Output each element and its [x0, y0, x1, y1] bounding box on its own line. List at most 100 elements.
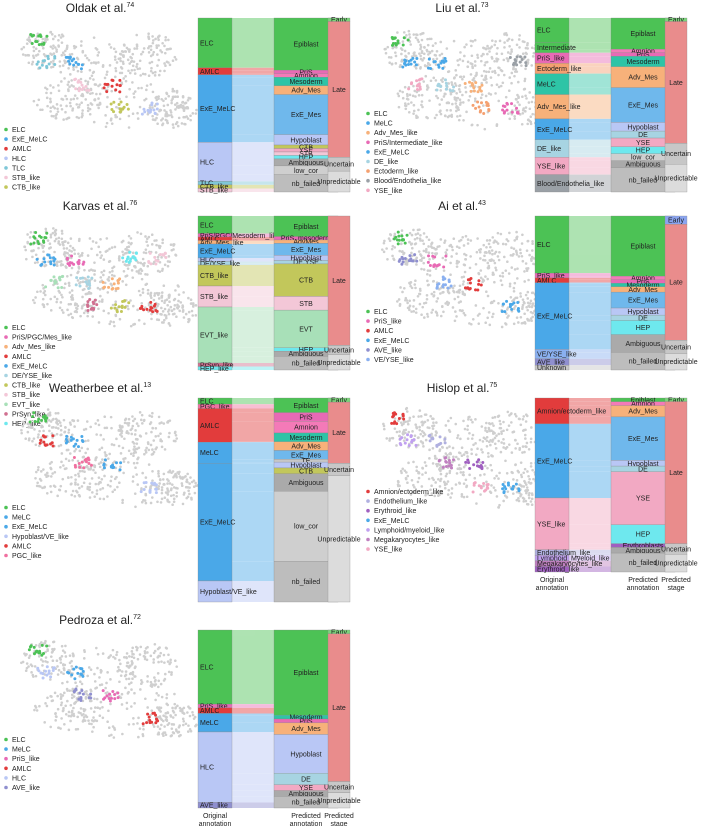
umap-point [136, 657, 140, 661]
umap-point [445, 108, 449, 112]
umap-point [396, 479, 400, 483]
umap-point [114, 50, 118, 54]
legend-label: ELC [12, 127, 26, 134]
umap-highlight-point [400, 262, 404, 266]
umap-point [495, 434, 498, 437]
umap-point [168, 470, 171, 474]
umap-point [425, 293, 429, 297]
umap-point [430, 311, 433, 314]
umap-point [494, 71, 497, 75]
umap-point [153, 104, 157, 108]
umap-point [77, 252, 80, 256]
umap-point [523, 467, 527, 471]
umap-point [150, 60, 154, 64]
umap-point [83, 690, 87, 694]
umap-point [170, 673, 173, 676]
umap-point [75, 103, 79, 106]
umap-point [516, 100, 520, 104]
umap-point [422, 316, 426, 319]
umap-point [476, 56, 480, 59]
umap-point [89, 304, 92, 308]
umap-point [513, 281, 517, 285]
umap-point [452, 290, 456, 294]
umap-point [460, 275, 464, 279]
umap-point [70, 482, 73, 485]
flow-orig-to-pred [232, 263, 274, 265]
umap-point [174, 253, 177, 257]
umap-point [414, 66, 418, 70]
umap-point [81, 469, 84, 473]
umap-point [38, 642, 42, 646]
umap-point [405, 471, 408, 474]
umap-point [100, 254, 104, 257]
umap-point [514, 304, 517, 308]
umap-point [100, 300, 104, 303]
umap-point [94, 706, 97, 709]
umap-point [132, 95, 136, 99]
umap-point [383, 239, 386, 243]
umap-highlight-point [463, 286, 467, 290]
umap-point [483, 464, 487, 468]
umap-point [410, 246, 414, 250]
umap-point [424, 301, 428, 305]
umap-highlight-point [470, 81, 474, 85]
umap-point [125, 677, 128, 681]
umap-point [157, 472, 160, 475]
umap-point [486, 294, 490, 298]
umap-point [37, 466, 40, 469]
umap-point [109, 479, 113, 483]
umap-highlight-point [427, 57, 431, 61]
umap-point [461, 235, 465, 239]
umap-point [184, 475, 187, 478]
umap-point [63, 691, 66, 695]
umap-point [192, 305, 195, 308]
umap-point [445, 454, 449, 457]
umap-point [67, 476, 70, 480]
node-label: CTB [299, 468, 313, 475]
umap-point [512, 247, 516, 250]
umap-point [162, 99, 165, 103]
umap-point [122, 269, 126, 273]
umap-point [27, 425, 31, 429]
umap-point [104, 686, 107, 690]
umap-highlight-point [36, 420, 40, 424]
umap-point [458, 90, 462, 94]
umap-point [531, 468, 534, 472]
umap-point [56, 110, 60, 113]
umap-point [25, 652, 28, 656]
umap-point [144, 248, 148, 251]
umap-point [121, 250, 124, 254]
umap-point [462, 470, 465, 474]
umap-point [186, 105, 189, 109]
flow-orig-to-pred [232, 450, 274, 460]
umap-point [58, 421, 62, 424]
umap-point [493, 261, 497, 265]
umap-point [46, 239, 50, 242]
umap-point [452, 39, 456, 43]
umap-point [455, 472, 459, 475]
umap-point [530, 100, 534, 104]
umap-point [33, 301, 36, 305]
umap-highlight-point [156, 259, 160, 263]
umap-point [173, 312, 176, 316]
umap-point [64, 255, 67, 258]
umap-point [139, 232, 143, 236]
umap-point [65, 104, 68, 108]
umap-point [92, 725, 95, 729]
umap-point [158, 69, 162, 73]
umap-point [44, 650, 47, 654]
umap-point [175, 106, 179, 109]
umap-point [136, 67, 140, 71]
umap-highlight-point [514, 482, 518, 486]
umap-point [157, 38, 160, 42]
umap-point [424, 471, 428, 474]
umap-point [497, 99, 501, 103]
umap-point [127, 307, 130, 311]
umap-point [417, 471, 421, 475]
umap-point [36, 261, 39, 264]
umap-point [405, 406, 409, 410]
umap-point [49, 100, 52, 103]
umap-point [93, 697, 96, 701]
umap-point [101, 468, 104, 471]
flow-orig-to-pred [569, 292, 611, 309]
